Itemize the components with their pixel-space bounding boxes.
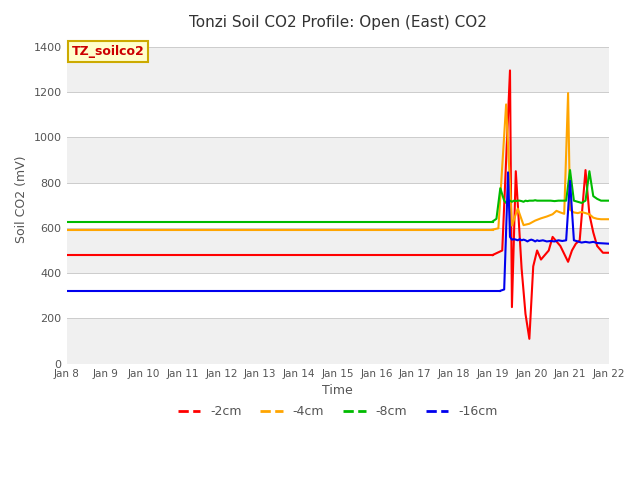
Bar xyxy=(67,228,609,273)
Text: TZ_soilco2: TZ_soilco2 xyxy=(72,45,145,58)
Bar xyxy=(67,318,609,364)
Bar xyxy=(67,273,609,318)
Bar xyxy=(67,137,609,182)
X-axis label: Time: Time xyxy=(323,384,353,397)
Bar xyxy=(67,92,609,137)
Bar xyxy=(67,182,609,228)
Bar xyxy=(67,47,609,92)
Legend: -2cm, -4cm, -8cm, -16cm: -2cm, -4cm, -8cm, -16cm xyxy=(173,400,503,423)
Title: Tonzi Soil CO2 Profile: Open (East) CO2: Tonzi Soil CO2 Profile: Open (East) CO2 xyxy=(189,15,486,30)
Y-axis label: Soil CO2 (mV): Soil CO2 (mV) xyxy=(15,156,28,243)
